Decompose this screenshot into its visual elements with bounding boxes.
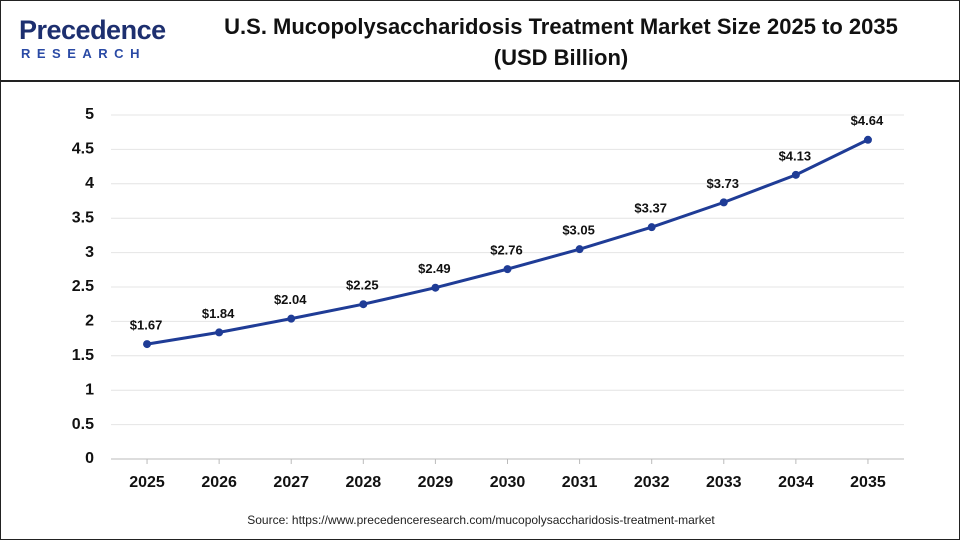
y-tick-label: 2 (85, 313, 94, 330)
point (791, 170, 800, 179)
value-label: $2.25 (346, 278, 379, 293)
point (719, 198, 728, 207)
y-tick-label: 2.5 (72, 278, 94, 295)
logo-name: Precedence (19, 15, 166, 45)
y-tick-label: 1 (85, 381, 94, 398)
logo-sub: RESEARCH (21, 46, 146, 61)
value-label: $3.37 (634, 201, 667, 216)
point (575, 245, 584, 254)
value-label: $2.76 (490, 243, 523, 258)
point (359, 300, 368, 309)
point (143, 340, 152, 349)
value-label: $2.49 (418, 261, 451, 276)
x-tick-label: 2031 (562, 474, 598, 491)
value-label: $2.04 (274, 292, 307, 307)
x-tick-label: 2034 (778, 474, 814, 491)
value-label: $3.05 (562, 223, 595, 238)
point (431, 283, 440, 292)
value-label: $1.67 (130, 318, 163, 333)
point (287, 314, 296, 323)
point (503, 265, 512, 274)
source: Source: https://www.precedenceresearch.c… (247, 513, 715, 527)
y-tick-label: 0 (85, 450, 94, 467)
point (863, 135, 872, 144)
value-label: $1.84 (202, 306, 235, 321)
point (647, 223, 656, 232)
y-tick-label: 4 (85, 175, 94, 192)
chart-title: U.S. Mucopolysaccharidosis Treatment Mar… (224, 14, 898, 70)
x-tick-label: 2035 (850, 474, 886, 491)
x-tick-label: 2032 (634, 474, 670, 491)
value-label: $3.73 (706, 176, 739, 191)
y-tick-label: 1.5 (72, 347, 94, 364)
y-tick-label: 3 (85, 244, 94, 261)
value-label: $4.64 (851, 113, 884, 128)
x-tick-label: 2026 (201, 474, 237, 491)
y-tick-label: 5 (85, 106, 94, 123)
y-tick-label: 0.5 (72, 416, 94, 433)
x-tick-label: 2025 (129, 474, 165, 491)
point (215, 328, 224, 337)
x-tick-label: 2028 (346, 474, 382, 491)
x-tick-label: 2027 (273, 474, 309, 491)
x-tick-label: 2033 (706, 474, 742, 491)
x-tick-label: 2029 (418, 474, 454, 491)
y-tick-label: 4.5 (72, 141, 94, 158)
y-tick-label: 3.5 (72, 209, 94, 226)
header: Precedence RESEARCH U.S. Mucopolysacchar… (1, 1, 959, 82)
value-label: $4.13 (779, 148, 812, 163)
x-tick-label: 2030 (490, 474, 526, 491)
